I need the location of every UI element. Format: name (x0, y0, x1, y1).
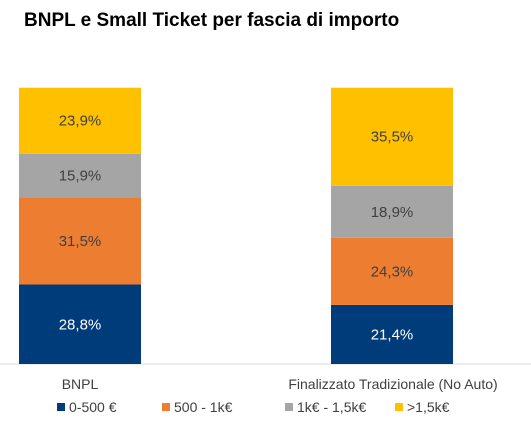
legend-label-2: 1k€ - 1,5k€ (297, 399, 366, 415)
bar-segment-0-2 (19, 153, 141, 198)
bar-segment-1-1 (331, 237, 453, 305)
data-label-1-3: 35,5% (371, 129, 414, 146)
bar-segment-0-1 (19, 197, 141, 285)
data-label-1-2: 18,9% (371, 204, 414, 221)
bar-segment-0-0 (19, 284, 141, 364)
legend-label-1: 500 - 1k€ (174, 399, 233, 415)
data-label-0-3: 23,9% (59, 113, 102, 130)
category-label-1: Finalizzato Tradizionale (No Auto) (288, 376, 497, 392)
legend-label-0: 0-500 € (69, 399, 117, 415)
bars-group: 28,8% 31,5% 15,9% 23,9% 21,4% 24,3% 18,9% 35,5% (19, 87, 453, 364)
data-label-0-1: 31,5% (59, 233, 102, 250)
legend-swatch-0 (57, 403, 65, 411)
bar-segment-1-3 (331, 87, 453, 186)
bar-segment-1-2 (331, 185, 453, 238)
data-label-0-2: 15,9% (59, 168, 102, 185)
legend-swatch-3 (395, 403, 403, 411)
legend-swatch-2 (285, 403, 293, 411)
bar-segment-0-3 (19, 87, 141, 154)
data-label-1-0: 21,4% (371, 326, 414, 343)
bar-segment-1-0 (331, 304, 453, 364)
category-label-0: BNPL (62, 376, 99, 392)
chart-title: BNPL e Small Ticket per fascia di import… (24, 10, 400, 31)
category-labels: BNPL Finalizzato Tradizionale (No Auto) (62, 376, 498, 392)
data-label-0-0: 28,8% (59, 316, 102, 333)
legend: 0-500 € 500 - 1k€ 1k€ - 1,5k€ >1,5k€ (57, 399, 450, 415)
legend-swatch-1 (162, 403, 170, 411)
data-label-1-1: 24,3% (371, 263, 414, 280)
legend-label-3: >1,5k€ (407, 399, 450, 415)
